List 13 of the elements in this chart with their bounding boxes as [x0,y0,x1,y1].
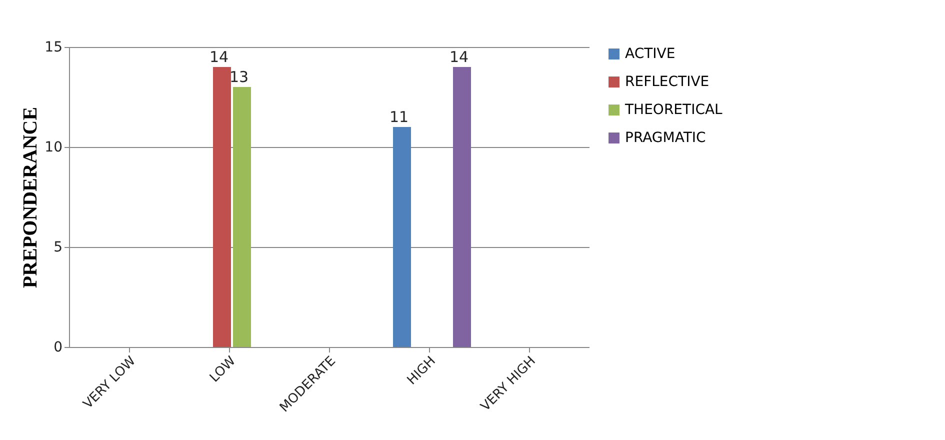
legend-label: THEORETICAL [624,102,723,118]
data-label: 14 [209,48,229,66]
y-axis-title: PREPONDERANCE [20,106,42,288]
data-label: 13 [229,68,249,86]
legend-label: PRAGMATIC [625,130,706,146]
data-label: 14 [449,48,469,66]
legend-label: ACTIVE [625,46,676,62]
y-tick-label: 15 [44,40,62,56]
data-label: 11 [389,108,409,126]
y-tick-label: 5 [54,240,62,256]
legend-label: REFLECTIVE [625,74,710,90]
y-tick-label: 10 [44,140,62,156]
y-tick-label: 0 [54,340,62,356]
